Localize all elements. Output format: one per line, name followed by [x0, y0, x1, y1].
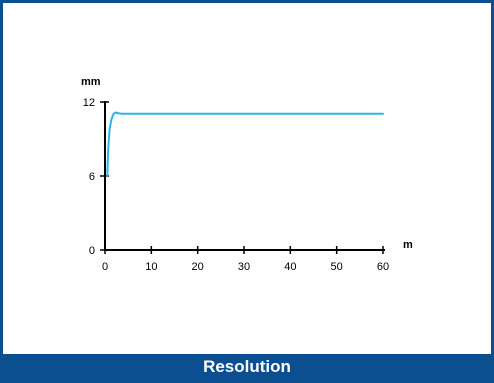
chart: mm m 0 10 20 30 40 50 60 0 6 12	[81, 76, 413, 273]
x-tick-label: 40	[284, 261, 296, 273]
x-tick-label: 10	[145, 261, 157, 273]
ticks: 0 10 20 30 40 50 60 0 6 12	[83, 97, 389, 273]
x-tick-label: 50	[331, 261, 343, 273]
axes	[104, 101, 385, 251]
y-axis-unit-label: mm	[81, 76, 101, 88]
x-tick-label: 20	[192, 261, 204, 273]
x-tick-label: 60	[377, 261, 389, 273]
x-tick-label: 30	[238, 261, 250, 273]
caption-text: Resolution	[203, 357, 291, 376]
x-tick-label: 0	[102, 261, 108, 273]
y-tick-label: 12	[83, 97, 95, 109]
y-tick-label: 6	[89, 171, 95, 183]
y-tick-label: 0	[89, 245, 95, 257]
series-group	[106, 111, 384, 177]
caption-bar: Resolution	[3, 354, 491, 380]
series-line	[106, 111, 384, 177]
x-axis-unit-label: m	[403, 239, 413, 251]
